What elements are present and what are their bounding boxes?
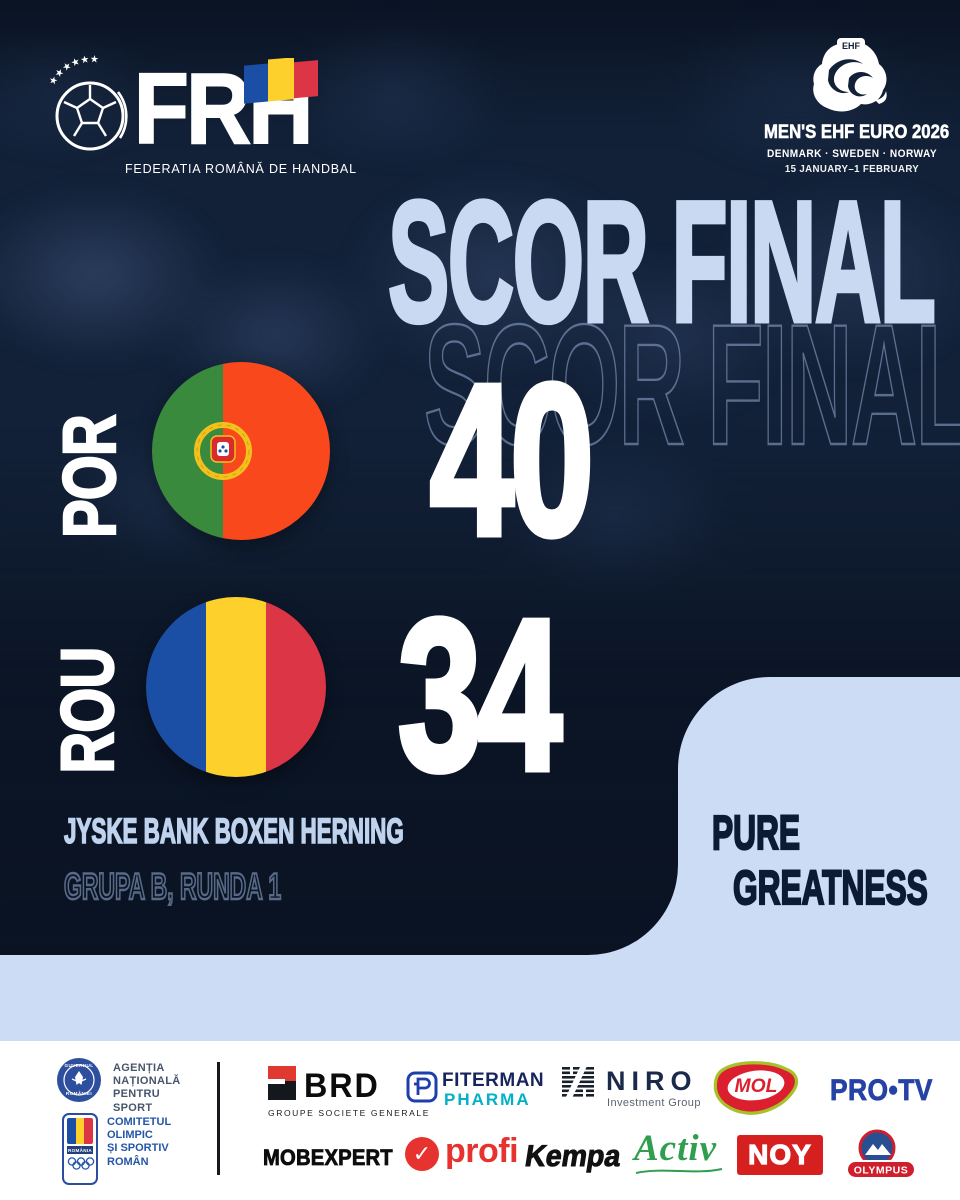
ehf-dates: 15 JANUARY–1 FEBRUARY: [784, 163, 920, 175]
light-bottom-band: [0, 955, 960, 1041]
olympus-logo: OLYMPUS: [845, 1128, 917, 1189]
fiterman-logo: FITERMAN PHARMA: [406, 1066, 556, 1116]
brd-icon: [268, 1066, 296, 1100]
ehf-title: MEN'S EHF EURO 2026: [764, 122, 950, 144]
government-seal-icon: [57, 1058, 101, 1102]
niro-logo: NIRO Investment Group: [558, 1063, 701, 1113]
ehf-euro-logo-icon: EHF: [813, 38, 887, 112]
stage-text: GRUPA B, RUNDA 1: [63, 866, 282, 907]
brd-logo: BRD GROUPE SOCIETE GENERALE: [268, 1066, 428, 1126]
team-code-por: POR: [47, 388, 132, 564]
handball-icon: ★★★★★★: [48, 54, 128, 151]
noy-logo: NOY: [737, 1135, 823, 1175]
slogan-line1: PURE: [711, 807, 801, 860]
team-code-label: ROU: [45, 646, 130, 774]
seal-bottom-text: ROMÂNIEI: [65, 1091, 93, 1096]
brd-wordmark: BRD: [304, 1067, 380, 1105]
protv-logo: PRO•TV: [830, 1074, 933, 1108]
activ-wordmark: Activ: [634, 1128, 718, 1169]
portugal-flag: [152, 362, 330, 540]
ehf-host-countries: DENMARK · SWEDEN · NORWAY: [766, 148, 938, 160]
niro-wordmark: NIRO: [606, 1066, 698, 1096]
profi-check-icon: ✓: [405, 1137, 439, 1171]
profi-wordmark: profi: [445, 1132, 519, 1170]
mol-logo: MOL: [710, 1060, 802, 1125]
team-code-label: POR: [47, 414, 132, 539]
olympus-wordmark: OLYMPUS: [854, 1165, 908, 1177]
frh-logo: ★★★★★★ FRH FEDERATIA ROMÂNĂ DE HANDBAL: [48, 44, 356, 184]
slogan-line2: GREATNESS: [732, 862, 928, 915]
government-seal: GUVERNUL ROMÂNIEI: [56, 1057, 102, 1108]
score-portugal: 40: [428, 339, 597, 580]
fiterman-icon: [406, 1071, 438, 1103]
fiterman-wordmark: FITERMAN: [442, 1070, 545, 1091]
activ-logo: Activ: [634, 1127, 724, 1176]
olympic-committee-logo: ROMÂNIA: [62, 1113, 98, 1185]
dark-photo-background: [0, 0, 960, 955]
headline-ghost-text: SCOR FINAL: [423, 289, 960, 481]
team-code-rou: ROU: [45, 622, 130, 798]
romania-flag-small: [67, 1118, 93, 1144]
olympic-rings-icon: [67, 1157, 95, 1170]
sport-agency-name: AGENȚIA NAȚIONALĂ PENTRU SPORT: [113, 1062, 181, 1114]
romania-flag: [146, 597, 326, 777]
ehf-logo-label: EHF: [842, 41, 861, 51]
frh-tagline: FEDERATIA ROMÂNĂ DE HANDBAL: [125, 162, 357, 176]
mol-wordmark: MOL: [735, 1076, 778, 1097]
seal-top-text: GUVERNUL: [64, 1063, 94, 1068]
fiterman-pharma-label: PHARMA: [444, 1090, 531, 1109]
olympic-committee-name: COMITETUL OLIMPIC ȘI SPORTIV ROMÂN: [107, 1116, 172, 1168]
olympus-icon: OLYMPUS: [846, 1129, 916, 1179]
portugal-emblem-icon: [194, 422, 252, 480]
niro-subtitle: Investment Group: [607, 1097, 701, 1109]
slogan: PURE GREATNESS: [711, 807, 960, 915]
brd-group-text: GROUPE SOCIETE GENERALE: [268, 1108, 430, 1118]
footer-divider: [217, 1062, 220, 1175]
activ-underline-icon: [635, 1168, 723, 1174]
romanian-flag-ribbon-icon: [244, 58, 318, 104]
rounded-corner-shape: [588, 865, 678, 955]
sponsor-footer: GUVERNUL ROMÂNIEI AGENȚIA NAȚIONALĂ PENT…: [0, 1041, 960, 1200]
noy-wordmark: NOY: [748, 1138, 812, 1170]
headline: SCOR FINAL: [387, 166, 938, 358]
score-romania: 34: [396, 574, 565, 815]
venue-text: JYSKE BANK BOXEN HERNING: [63, 812, 404, 851]
ehf-euro-logo-block: EHF MEN'S EHF EURO 2026 DENMARK · SWEDEN…: [752, 34, 952, 175]
kempa-logo: Kempa: [522, 1140, 624, 1174]
niro-icon: [562, 1065, 594, 1101]
mobexpert-logo: MOBEXPERT: [263, 1145, 393, 1171]
olympic-country-label: ROMÂNIA: [67, 1146, 93, 1154]
profi-logo: ✓ profi: [405, 1132, 519, 1178]
mol-icon: MOL: [713, 1061, 799, 1115]
